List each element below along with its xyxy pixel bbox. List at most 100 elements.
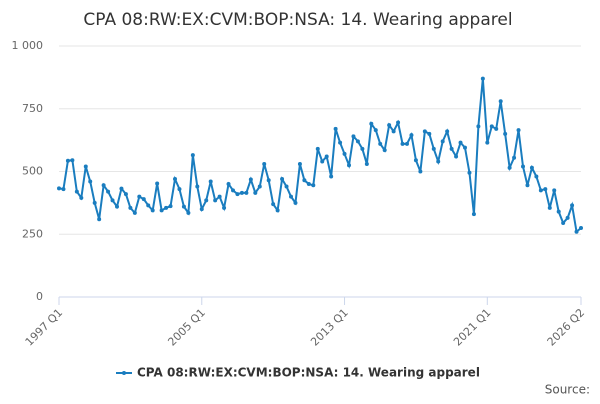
point	[454, 154, 459, 159]
point	[485, 140, 490, 145]
point	[436, 159, 441, 164]
point	[320, 159, 325, 164]
point	[427, 131, 432, 136]
point	[110, 198, 115, 203]
point	[418, 169, 423, 174]
point	[324, 154, 329, 159]
x-tick-label: 2026 Q2	[545, 306, 588, 349]
point	[467, 170, 472, 175]
point	[297, 161, 302, 166]
point	[471, 212, 476, 217]
point	[97, 217, 102, 222]
point	[83, 164, 88, 169]
point	[534, 174, 539, 179]
point	[159, 208, 164, 213]
x-tick-label: 2005 Q1	[165, 306, 208, 349]
point	[516, 128, 521, 133]
point	[570, 203, 575, 208]
point	[293, 200, 298, 205]
point	[391, 129, 396, 134]
point	[512, 155, 517, 160]
point	[88, 179, 93, 184]
point	[529, 165, 534, 170]
point	[208, 179, 213, 184]
point	[79, 195, 84, 200]
point	[547, 205, 552, 210]
point	[422, 129, 427, 134]
point	[449, 146, 454, 151]
point	[378, 141, 383, 146]
point	[190, 153, 195, 158]
point	[199, 207, 204, 212]
point	[253, 190, 258, 195]
point	[369, 121, 374, 126]
point	[552, 188, 557, 193]
point	[128, 205, 133, 210]
y-tick-label: 1 000	[12, 39, 44, 52]
point	[382, 148, 387, 153]
point	[173, 177, 177, 182]
point	[284, 184, 289, 189]
point	[413, 158, 418, 163]
y-tick-label: 250	[22, 227, 43, 240]
point	[119, 186, 124, 191]
y-tick-label: 0	[36, 290, 43, 303]
point	[431, 146, 436, 151]
source: Source:	[545, 383, 590, 397]
point	[525, 183, 530, 188]
point	[146, 203, 151, 208]
point	[101, 183, 106, 188]
point	[150, 208, 155, 213]
point	[74, 189, 79, 194]
point	[409, 133, 414, 138]
series-line	[58, 78, 582, 234]
point	[476, 124, 481, 129]
point	[373, 128, 378, 133]
point	[132, 210, 137, 215]
x-tick-label: 2021 Q1	[451, 306, 494, 349]
point	[494, 126, 499, 131]
point	[302, 178, 307, 183]
point	[239, 190, 244, 195]
point	[503, 131, 508, 136]
point	[440, 139, 445, 144]
point	[226, 182, 231, 187]
point	[57, 186, 61, 191]
point	[280, 177, 285, 182]
point	[329, 174, 334, 179]
y-tick-label: 500	[22, 165, 43, 178]
point	[480, 76, 485, 81]
point	[556, 209, 561, 214]
point	[351, 134, 356, 139]
legend-label: CPA 08:RW:EX:CVM:BOP:NSA: 14. Wearing ap…	[137, 366, 480, 380]
point	[115, 204, 119, 209]
point	[311, 183, 316, 188]
point	[521, 164, 525, 169]
point	[315, 146, 320, 151]
point	[543, 187, 548, 192]
point	[338, 140, 343, 145]
point	[106, 189, 111, 194]
point	[181, 204, 186, 209]
point	[579, 225, 583, 230]
point	[275, 208, 280, 213]
point	[137, 194, 142, 199]
point	[445, 129, 450, 134]
x-tick-label: 2013 Q1	[308, 306, 351, 349]
point	[168, 204, 173, 209]
point	[123, 192, 128, 197]
legend-marker	[122, 371, 126, 375]
point	[235, 192, 240, 197]
point	[355, 139, 360, 144]
point	[561, 220, 566, 225]
point	[387, 123, 392, 128]
point	[92, 200, 97, 205]
point	[364, 161, 369, 166]
point	[271, 202, 276, 207]
point	[400, 141, 405, 146]
point	[186, 210, 191, 215]
point	[333, 126, 338, 131]
point	[248, 177, 253, 182]
point	[244, 190, 249, 195]
